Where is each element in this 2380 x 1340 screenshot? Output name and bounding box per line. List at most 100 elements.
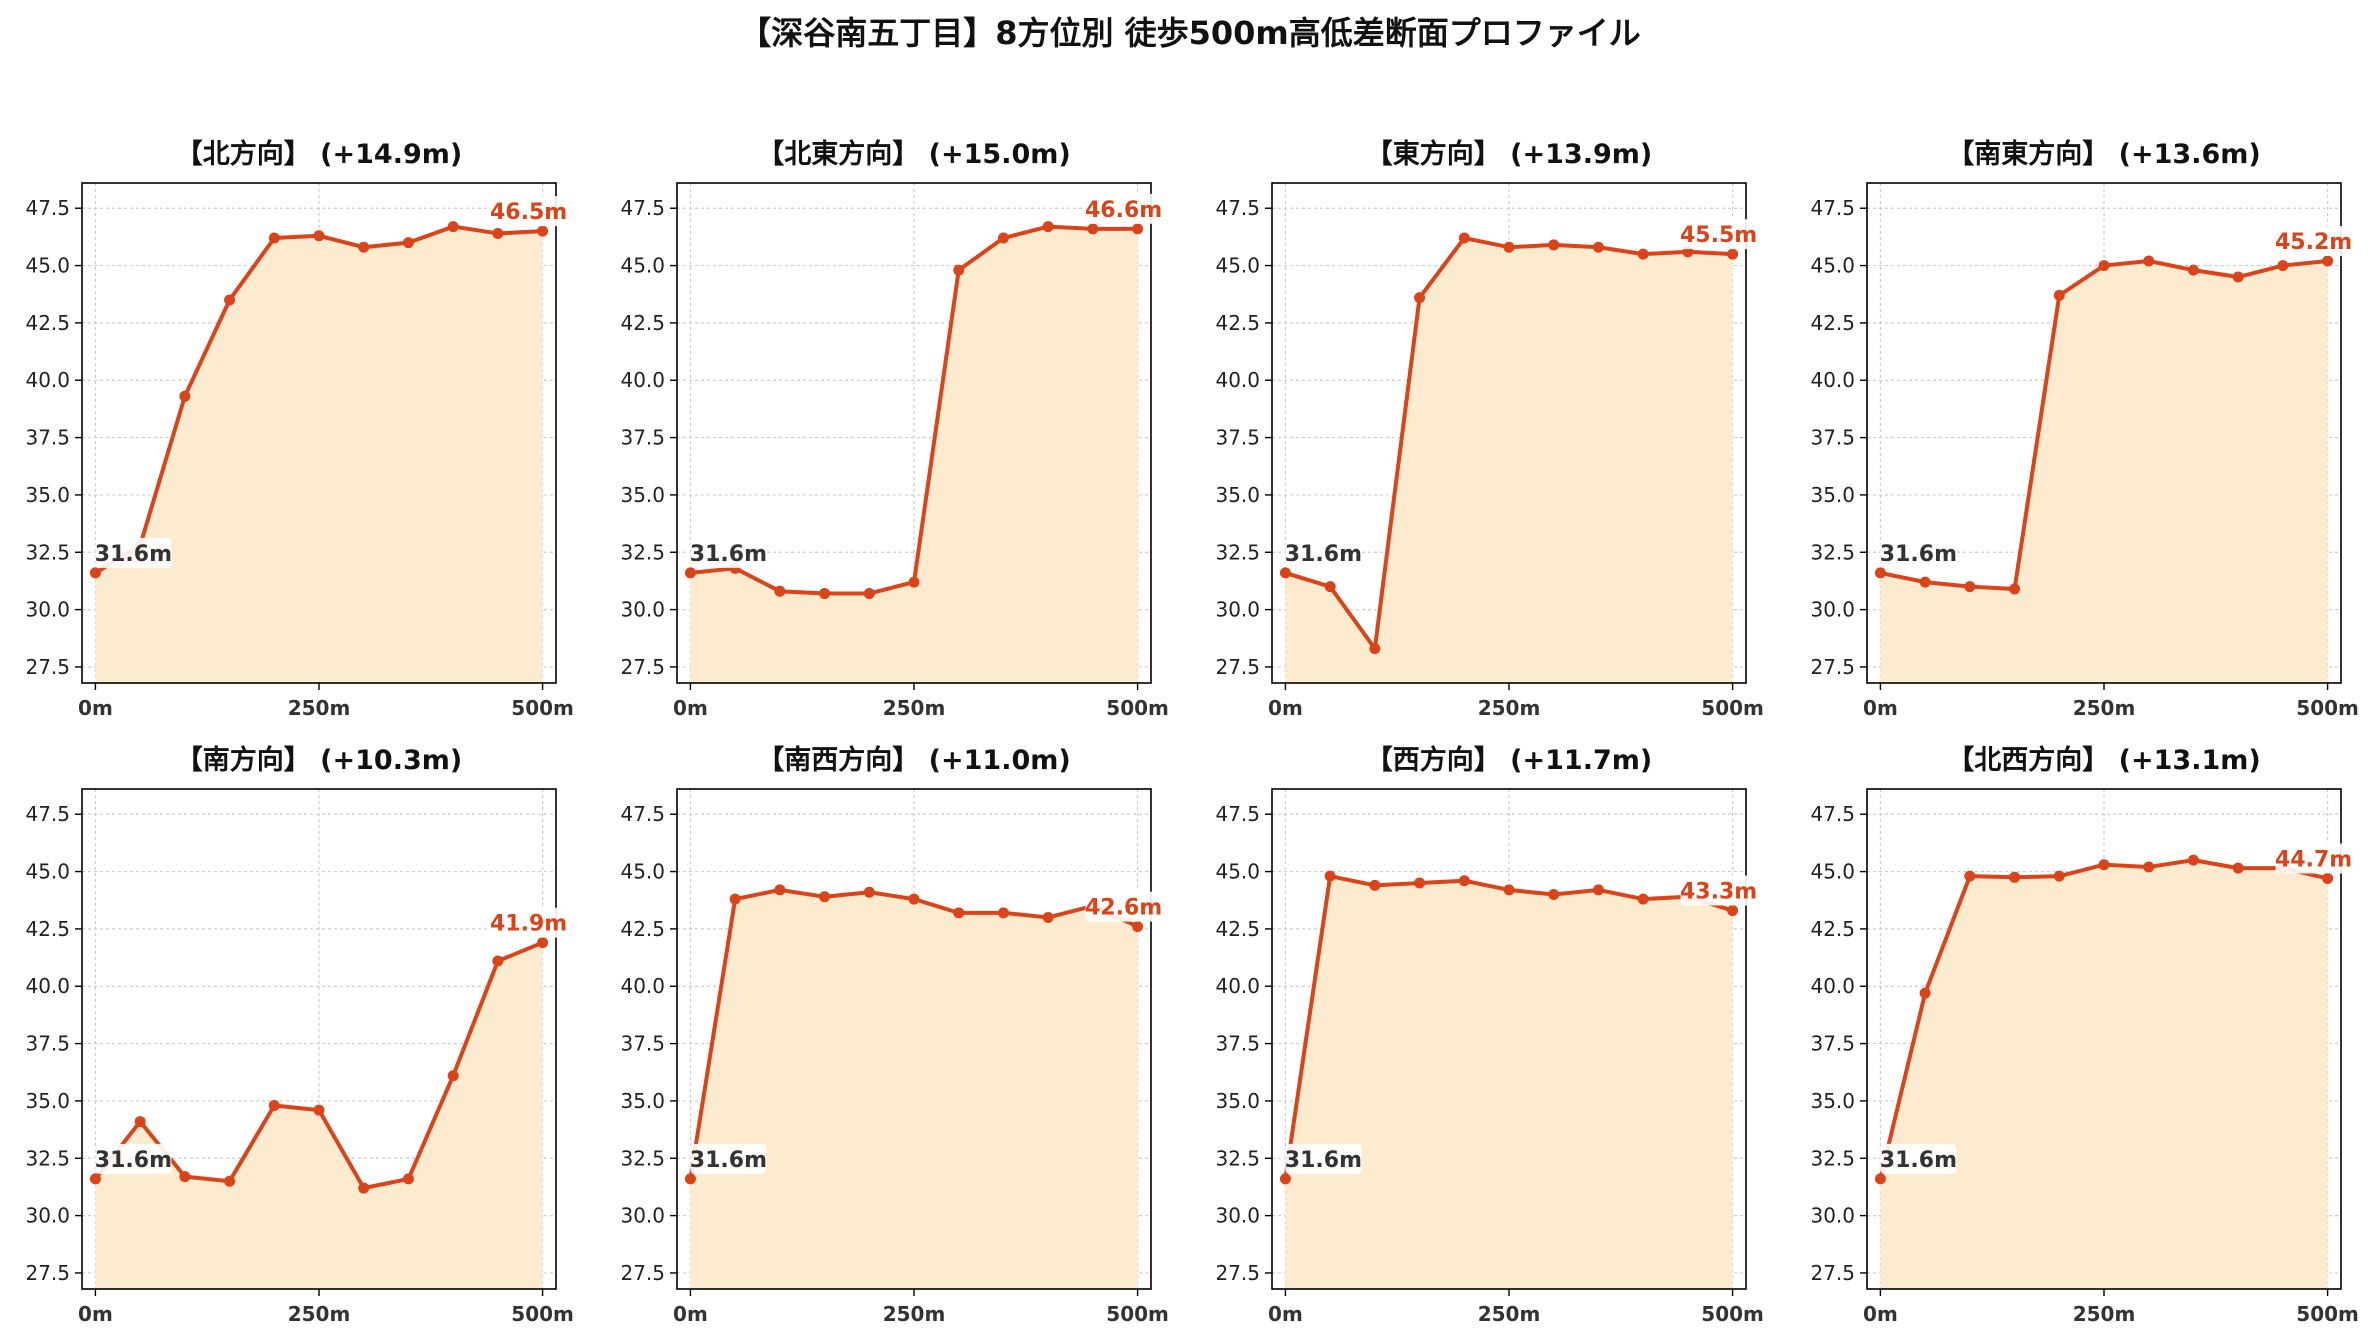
end-label-box	[1680, 875, 1757, 906]
panel: 【東方向】 (+13.9m) 27.5 30.0 32.5 35.0 37.5 40.0 42…	[1215, 138, 1763, 720]
data-point	[1414, 877, 1426, 889]
y-tick-label: 32.5	[25, 1146, 70, 1170]
y-tick-label: 37.5	[25, 426, 70, 450]
y-tick-label: 37.5	[1810, 426, 1855, 450]
x-tick-label: 250m	[1478, 1302, 1541, 1326]
start-label: 31.6m	[690, 1148, 767, 1173]
data-point	[774, 585, 786, 597]
panel: 【南西方向】 (+11.0m) 27.5 30.0 32.5 35.0 37.5 40.0 4…	[620, 744, 1168, 1326]
data-point	[1132, 223, 1144, 235]
y-tick-label: 37.5	[1215, 426, 1260, 450]
y-tick-label: 45.0	[1810, 254, 1855, 278]
y-tick-label: 47.5	[620, 802, 665, 826]
data-point	[997, 232, 1009, 244]
y-tick-label: 30.0	[25, 1204, 70, 1228]
x-tick-label: 500m	[511, 696, 574, 720]
data-point	[2009, 871, 2021, 883]
data-point	[2277, 260, 2289, 272]
area-fill	[1880, 860, 2328, 1289]
y-tick-label: 32.5	[1215, 1146, 1260, 1170]
y-tick-label: 40.0	[1810, 974, 1855, 998]
x-tick-label: 500m	[1701, 696, 1764, 720]
y-tick-label: 30.0	[1215, 1204, 1260, 1228]
start-annotation: 31.6m	[1880, 537, 1957, 568]
y-tick-label: 35.0	[620, 483, 665, 507]
x-tick-label: 250m	[288, 696, 351, 720]
y-tick-label: 30.0	[1215, 598, 1260, 622]
y-tick-label: 45.0	[620, 254, 665, 278]
x-tick-label: 500m	[2296, 696, 2359, 720]
x-tick-label: 500m	[1106, 696, 1169, 720]
panel-title: 【北西方向】 (+13.1m)	[1947, 744, 2260, 776]
data-point	[2009, 583, 2021, 595]
data-point	[2187, 264, 2199, 276]
x-tick-label: 500m	[2296, 1302, 2359, 1326]
start-label-box	[690, 1143, 767, 1174]
panel-title: 【北東方向】 (+15.0m)	[757, 138, 1070, 170]
data-point	[447, 1070, 459, 1082]
y-tick-label: 37.5	[1215, 1032, 1260, 1056]
data-point	[1324, 581, 1336, 593]
end-label-box	[2275, 225, 2352, 256]
y-tick-label: 37.5	[25, 1032, 70, 1056]
data-point	[1503, 241, 1515, 253]
end-label: 41.9m	[490, 912, 567, 937]
data-point	[1458, 232, 1470, 244]
x-tick-label: 500m	[1701, 1302, 1764, 1326]
end-label-box	[490, 907, 567, 938]
data-point	[492, 955, 504, 967]
start-annotation: 31.6m	[95, 1143, 172, 1174]
y-tick-label: 45.0	[1215, 860, 1260, 884]
x-tick-label: 0m	[1863, 696, 1898, 720]
data-point	[2053, 289, 2065, 301]
y-tick-label: 30.0	[1810, 598, 1855, 622]
start-label-box	[690, 537, 767, 568]
data-point	[2232, 271, 2244, 283]
data-point	[1874, 567, 1886, 579]
y-tick-label: 47.5	[1215, 196, 1260, 220]
y-tick-label: 40.0	[25, 974, 70, 998]
data-point	[2232, 862, 2244, 874]
panel-title: 【南西方向】 (+11.0m)	[757, 744, 1070, 776]
data-point	[1042, 221, 1054, 233]
data-point	[2098, 859, 2110, 871]
y-tick-label: 32.5	[620, 540, 665, 564]
data-point	[1592, 241, 1604, 253]
x-tick-label: 0m	[78, 1302, 113, 1326]
y-tick-label: 35.0	[25, 1089, 70, 1113]
data-point	[2143, 255, 2155, 267]
y-tick-label: 27.5	[1215, 655, 1260, 679]
y-tick-label: 27.5	[1810, 1261, 1855, 1285]
end-annotation: 41.9m	[490, 907, 567, 938]
y-tick-label: 32.5	[620, 1146, 665, 1170]
y-tick-label: 27.5	[1810, 655, 1855, 679]
data-point	[402, 1173, 414, 1185]
x-tick-label: 500m	[1106, 1302, 1169, 1326]
start-annotation: 31.6m	[690, 1143, 767, 1174]
data-point	[2187, 854, 2199, 866]
data-point	[774, 884, 786, 896]
end-annotation: 45.5m	[1680, 219, 1757, 250]
y-tick-label: 45.0	[25, 860, 70, 884]
data-point	[1324, 870, 1336, 882]
data-point	[2098, 260, 2110, 272]
y-tick-label: 42.5	[25, 311, 70, 335]
y-tick-label: 27.5	[620, 1261, 665, 1285]
y-tick-label: 45.0	[25, 254, 70, 278]
panel-title: 【東方向】 (+13.9m)	[1366, 138, 1652, 170]
data-point	[2322, 872, 2334, 884]
y-tick-label: 32.5	[1215, 540, 1260, 564]
y-tick-label: 35.0	[620, 1089, 665, 1113]
y-tick-label: 30.0	[1810, 1204, 1855, 1228]
start-label-box	[95, 537, 172, 568]
panel: 【西方向】 (+11.7m) 27.5 30.0 32.5 35.0 37.5 40.0 42…	[1215, 744, 1763, 1326]
panel-title: 【西方向】 (+11.7m)	[1366, 744, 1652, 776]
panel: 【南東方向】 (+13.6m) 27.5 30.0 32.5 35.0 37.5 40.0 4…	[1810, 138, 2358, 720]
figure-title: 【深谷南五丁目】8方位別 徒歩500m高低差断面プロファイル	[739, 14, 1641, 52]
y-tick-label: 32.5	[1810, 1146, 1855, 1170]
data-point	[1458, 875, 1470, 887]
y-tick-label: 40.0	[1810, 368, 1855, 392]
end-label-box	[490, 196, 567, 227]
x-tick-label: 250m	[288, 1302, 351, 1326]
data-point	[537, 937, 549, 949]
